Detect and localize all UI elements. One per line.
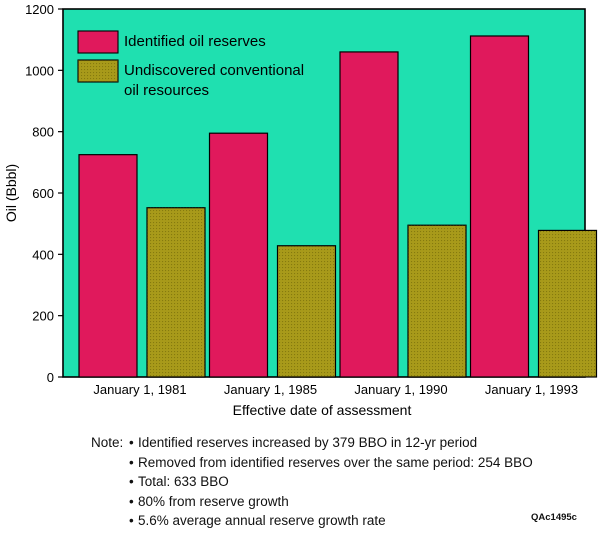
note-item: Removed from identified reserves over th… [138,454,533,470]
y-tick-label: 800 [32,125,54,140]
legend-label: Undiscovered conventional [124,62,304,79]
note-label: Note: [91,435,124,450]
note-item: Total: 633 BBO [138,474,229,489]
x-axis: January 1, 1981 January 1, 1985 January 1,… [93,382,578,397]
legend-swatch [77,30,119,54]
bar-identified-reserves [469,35,530,378]
y-tick-label: 200 [32,309,54,324]
bar-identified-reserves [208,132,269,378]
note-bullet: • [129,513,134,528]
y-tick-label: 400 [32,247,54,262]
bar-texture [538,230,597,377]
note-item: Identified reserves increased by 379 BBO… [138,435,478,450]
y-tick-label: 1000 [25,63,54,78]
bar-texture [277,245,336,377]
x-tick-label: January 1, 1993 [485,382,578,397]
bars [78,35,598,378]
x-tick-label: January 1, 1990 [354,382,447,397]
legend: Identified oil reserves Undiscovered conv… [77,30,304,99]
note-item: 80% from reserve growth [138,493,289,509]
note-bullet: • [129,474,134,489]
bar-identified-reserves [339,51,399,378]
legend-swatch-texture [78,60,118,82]
y-tick-label: 0 [47,370,54,385]
note-bullet: • [129,435,134,450]
y-tick-label: 1200 [25,2,54,17]
bar-texture [147,207,205,377]
x-tick-label: January 1, 1985 [224,382,317,397]
y-axis: 0 200 400 600 800 1000 1200 [25,2,63,385]
note-item: 5.6% average annual reserve growth rate [138,513,386,528]
figure-code: QAc1495c [531,512,577,523]
bar-identified-reserves [78,154,138,378]
legend-label: oil resources [124,82,209,99]
y-axis-title: Oil (Bbbl) [3,164,19,222]
y-tick-label: 600 [32,186,54,201]
legend-label: Identified oil reserves [124,33,266,50]
x-tick-label: January 1, 1981 [93,382,186,397]
note-bullet: • [129,493,134,509]
note-bullet: • [129,454,134,470]
bar-texture [408,225,466,377]
x-axis-title: Effective date of assessment [233,402,412,418]
